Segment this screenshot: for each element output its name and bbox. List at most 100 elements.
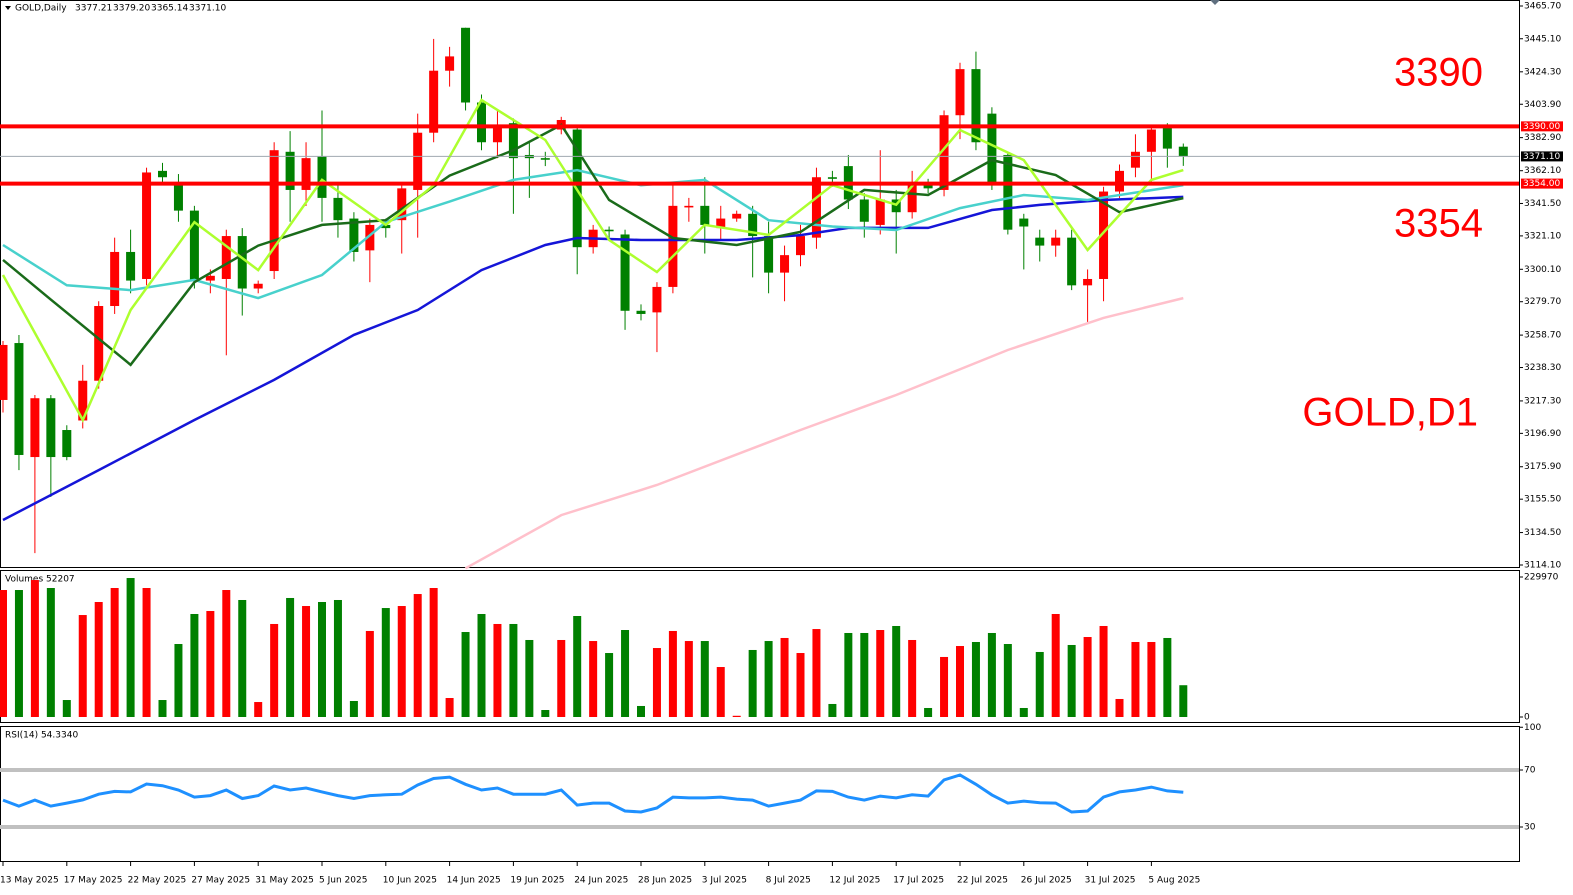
- x-tick-label: 12 Jul 2025: [829, 876, 880, 886]
- candle-body: [540, 158, 550, 160]
- y-tick-label: 3445.10: [1524, 34, 1561, 44]
- volume-bar: [828, 703, 837, 717]
- volume-bar: [238, 599, 247, 717]
- volume-bar: [1131, 641, 1140, 717]
- y-tick-label: 3238.30: [1524, 363, 1561, 373]
- moving-average: [2, 168, 1184, 300]
- ohlc-value: 3371.10: [189, 4, 226, 14]
- y-tick-label: 100: [1524, 723, 1541, 733]
- candle-body: [1083, 278, 1093, 286]
- candle-body: [30, 398, 40, 458]
- candle-body: [381, 224, 391, 229]
- candle-body: [859, 199, 869, 222]
- candle-body: [1099, 191, 1109, 279]
- candle-body: [764, 236, 774, 273]
- candle-body: [221, 236, 231, 279]
- candle-body: [158, 170, 167, 178]
- candle-body: [955, 69, 965, 116]
- panel-title: RSI(14) 54.3340: [5, 731, 78, 741]
- candle-body: [636, 310, 646, 314]
- candle-body: [732, 213, 742, 219]
- x-tick-label: 5 Aug 2025: [1148, 876, 1200, 886]
- x-tick-label: 24 Jun 2025: [574, 876, 628, 886]
- volume-bar: [381, 608, 390, 717]
- volume-bar: [302, 606, 311, 717]
- volume-bar: [956, 646, 964, 717]
- y-tick-label: 3465.70: [1524, 2, 1561, 12]
- volume-bar: [924, 707, 933, 717]
- x-tick-label: 10 Jun 2025: [383, 876, 437, 886]
- volume-bar: [270, 623, 279, 717]
- volume-bar: [605, 653, 614, 717]
- x-tick-label: 27 May 2025: [191, 876, 250, 886]
- candle-body: [620, 234, 630, 311]
- y-tick-label: 3424.30: [1524, 67, 1561, 77]
- candle-body: [748, 213, 758, 237]
- volume-bar: [637, 705, 645, 717]
- candle-body: [1067, 237, 1077, 286]
- volume-bar: [1035, 651, 1044, 717]
- moving-average: [2, 123, 1184, 367]
- volume-bar: [413, 594, 422, 717]
- candle-body: [780, 255, 790, 273]
- volume-bar: [477, 613, 486, 717]
- panel-title: Volumes 52207: [5, 575, 75, 585]
- y-tick-label: 3362.10: [1524, 166, 1561, 176]
- volume-bar: [254, 702, 263, 717]
- candle-body: [1035, 237, 1045, 246]
- candle-body: [604, 229, 614, 232]
- candle-body: [652, 286, 662, 313]
- y-tick-label: 3321.10: [1524, 231, 1561, 241]
- x-tick-label: 22 Jul 2025: [957, 876, 1008, 886]
- y-tick-label: 3341.50: [1524, 199, 1561, 209]
- volume-bar: [333, 599, 342, 717]
- level-tag: [1521, 151, 1563, 162]
- annotation: GOLD,D1: [1302, 391, 1478, 435]
- candle-body: [1130, 151, 1140, 168]
- candle-body: [477, 102, 486, 143]
- volume-bar: [780, 637, 789, 717]
- level-tag: [1521, 178, 1563, 189]
- candle-body: [1051, 237, 1061, 246]
- candle-body: [365, 224, 375, 251]
- volume-bar: [174, 644, 183, 717]
- volume-bar: [764, 641, 773, 717]
- volume-bar: [190, 613, 199, 717]
- y-tick-label: 3279.70: [1524, 297, 1561, 307]
- volume-bar: [286, 597, 295, 717]
- x-tick-label: 31 Jul 2025: [1085, 876, 1136, 886]
- x-tick-label: 14 Jun 2025: [447, 876, 501, 886]
- y-tick-label: 3134.50: [1524, 528, 1561, 538]
- volume-bar: [1003, 644, 1012, 717]
- volume-bar: [1019, 707, 1028, 717]
- annotation: 3390: [1394, 51, 1483, 95]
- y-tick-label: 30: [1524, 823, 1536, 833]
- x-tick-label: 17 May 2025: [64, 876, 123, 886]
- volume-bar: [892, 625, 901, 717]
- volume-bar: [62, 700, 71, 717]
- candle-body: [173, 181, 183, 211]
- volume-bar: [684, 641, 693, 717]
- candle-body: [126, 251, 136, 281]
- candle-body: [62, 430, 72, 458]
- candle-body: [1178, 146, 1188, 157]
- price-panel: [0, 0, 1520, 568]
- volume-bar: [0, 590, 7, 717]
- volume-bar: [1115, 698, 1124, 717]
- x-tick-label: 5 Jun 2025: [319, 876, 367, 886]
- volume-bar: [78, 615, 87, 717]
- symbol-menu: [5, 6, 11, 10]
- volume-bar: [796, 653, 805, 717]
- volume-bar: [940, 656, 949, 717]
- y-tick-label: 0: [1524, 713, 1530, 723]
- candle-body: [461, 27, 471, 103]
- candle-body: [78, 380, 88, 421]
- volume-bar: [142, 588, 151, 717]
- x-tick-label: 28 Jun 2025: [638, 876, 692, 886]
- volume-bar: [1147, 641, 1156, 717]
- volume-bar: [30, 580, 39, 717]
- candle-body: [508, 123, 518, 159]
- volume-bar: [732, 715, 741, 717]
- candle-body: [1162, 127, 1172, 149]
